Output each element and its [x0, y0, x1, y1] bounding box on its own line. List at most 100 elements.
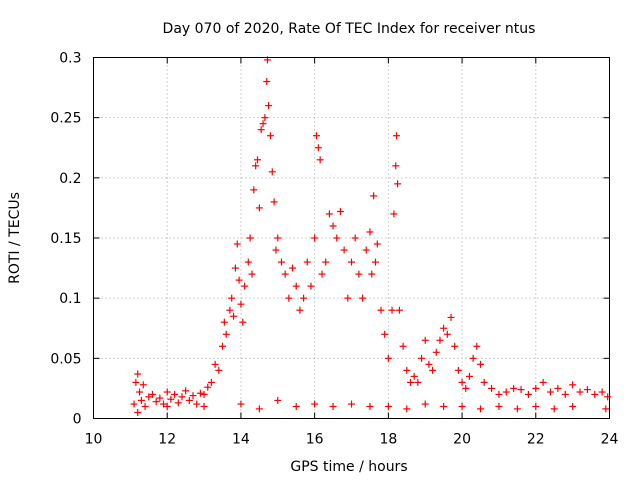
data-point [392, 162, 400, 170]
data-point [371, 258, 379, 266]
data-point [454, 366, 462, 374]
data-point [561, 390, 569, 398]
data-point [233, 240, 241, 248]
data-point [285, 294, 293, 302]
data-point [390, 210, 398, 218]
data-point [274, 396, 282, 404]
data-point [250, 186, 258, 194]
data-point [384, 402, 392, 410]
data-point [366, 228, 374, 236]
data-point [132, 378, 140, 386]
data-point [139, 381, 147, 389]
x-tick-label: 12 [158, 432, 176, 448]
data-point [513, 405, 521, 413]
data-point [311, 400, 319, 408]
data-point [598, 388, 606, 396]
data-point [141, 402, 149, 410]
data-point [152, 398, 160, 406]
data-point [272, 246, 280, 254]
data-point [495, 402, 503, 410]
data-point [261, 114, 269, 122]
data-point [436, 336, 444, 344]
data-point [130, 400, 138, 408]
chart-title: Day 070 of 2020, Rate Of TEC Index for r… [163, 21, 536, 37]
data-point [237, 300, 245, 308]
data-point [421, 400, 429, 408]
data-point [554, 384, 562, 392]
plot-frame [93, 57, 610, 419]
data-point [137, 396, 145, 404]
data-point [263, 78, 271, 86]
x-tick-label: 18 [379, 432, 397, 448]
data-point [255, 204, 263, 212]
data-point [204, 383, 212, 391]
data-point [303, 258, 311, 266]
data-point [171, 390, 179, 398]
data-point [219, 342, 226, 350]
data-point [462, 384, 470, 392]
data-point [316, 156, 324, 164]
data-point [388, 306, 396, 314]
y-tick-label: 0.25 [50, 111, 81, 127]
data-point [381, 330, 389, 338]
data-point [254, 156, 262, 164]
data-point [178, 393, 186, 401]
data-point [403, 366, 411, 374]
data-point [517, 386, 525, 394]
data-point [266, 132, 274, 140]
data-point [292, 282, 300, 290]
x-tick-label: 14 [232, 432, 250, 448]
y-tick-label: 0.1 [59, 291, 81, 307]
data-point [469, 354, 477, 362]
data-point [134, 408, 142, 416]
data-point [167, 395, 175, 403]
data-point [348, 258, 355, 266]
data-point [488, 384, 496, 392]
data-point [145, 393, 153, 401]
data-point [547, 388, 555, 396]
data-point [215, 366, 223, 374]
data-point [325, 210, 333, 218]
data-point [502, 388, 510, 396]
data-point [185, 396, 193, 404]
data-point [399, 342, 407, 350]
data-point [576, 388, 584, 396]
data-point [569, 402, 577, 410]
data-point [550, 405, 558, 413]
x-ticks: 10 12 14 16 18 20 22 24 [85, 57, 619, 448]
data-point [336, 208, 344, 216]
data-point [193, 400, 201, 408]
data-point [281, 270, 289, 278]
data-point [311, 234, 319, 242]
y-axis-label: ROTI / TECUs [7, 192, 23, 284]
data-point [440, 402, 448, 410]
data-point [473, 342, 481, 350]
x-tick-label: 16 [306, 432, 324, 448]
x-tick-label: 24 [601, 432, 619, 448]
data-point [182, 387, 190, 395]
data-point [163, 388, 171, 396]
data-point [196, 389, 204, 397]
data-point [148, 390, 156, 398]
data-point [340, 246, 348, 254]
data-point [359, 294, 367, 302]
data-point [532, 402, 540, 410]
data-point [362, 246, 370, 254]
data-point [156, 394, 164, 402]
data-point [289, 264, 297, 272]
data-point [377, 306, 385, 314]
data-point [255, 405, 263, 413]
data-point [532, 384, 540, 392]
data-point [231, 264, 239, 272]
data-point [211, 360, 219, 368]
data-point [230, 312, 238, 320]
data-point [237, 400, 245, 408]
data-point [239, 318, 247, 326]
data-point [447, 313, 455, 321]
data-point [432, 348, 440, 356]
y-tick-label: 0.05 [50, 351, 81, 367]
data-point [440, 324, 448, 332]
data-point [246, 234, 254, 242]
data-point [569, 381, 577, 389]
data-point [477, 360, 484, 368]
